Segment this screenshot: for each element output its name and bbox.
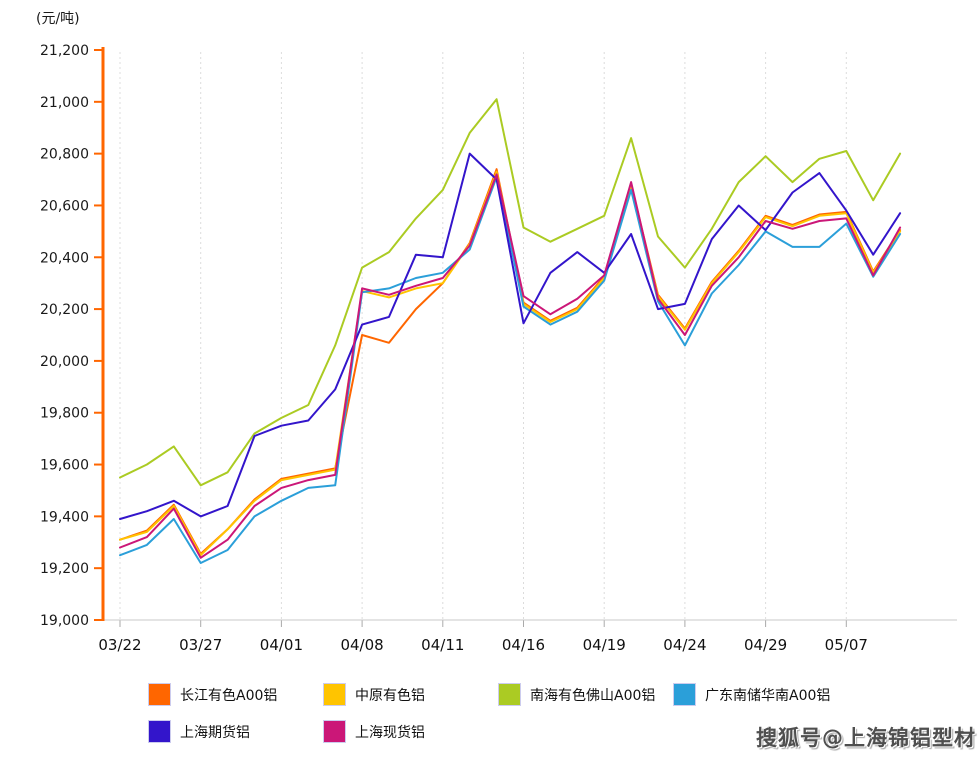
x-axis-label: 05/07 xyxy=(825,636,868,654)
legend-swatch xyxy=(673,683,696,706)
legend-item: 上海期货铝 xyxy=(148,713,323,750)
legend-label: 上海期货铝 xyxy=(180,724,250,741)
legend-item: 南海有色佛山A00铝 xyxy=(498,676,673,713)
legend-item: 上海现货铝 xyxy=(323,713,498,750)
legend-item: 广东南储华南A00铝 xyxy=(673,676,848,713)
y-axis-label: 20,200 xyxy=(40,302,89,318)
x-axis-label: 04/08 xyxy=(340,636,383,654)
series-line xyxy=(119,173,902,559)
legend: 长江有色A00铝 中原有色铝 南海有色佛山A00铝 广东南储华南A00铝上海期货铝 上海… xyxy=(148,676,860,750)
legend-swatch xyxy=(148,683,171,706)
y-axis-label: 20,600 xyxy=(40,198,89,214)
series-line xyxy=(119,170,902,557)
y-axis-label: 19,800 xyxy=(40,406,89,422)
legend-label: 南海有色佛山A00铝 xyxy=(530,687,656,704)
legend-swatch xyxy=(148,720,171,743)
legend-swatch xyxy=(323,720,346,743)
x-axis-label: 03/22 xyxy=(98,636,141,654)
y-axis-label: 20,400 xyxy=(40,250,89,266)
x-axis-label: 04/29 xyxy=(744,636,787,654)
watermark: 搜狐号@上海锦铝型材 xyxy=(756,726,976,750)
y-axis-label: 20,000 xyxy=(40,354,89,370)
series-line xyxy=(119,176,902,564)
legend-label: 中原有色铝 xyxy=(355,687,425,704)
plot-area: 03/22 03/27 04/01 04/08 04/11 04/16 04/19 04/24… xyxy=(40,43,957,654)
legend-swatch xyxy=(323,683,346,706)
x-axis-label: 04/01 xyxy=(260,636,303,654)
legend-swatch xyxy=(498,683,521,706)
y-axis-label: 19,600 xyxy=(40,458,89,474)
y-axis-label: 21,000 xyxy=(40,95,89,111)
y-axis-label: 19,200 xyxy=(40,561,89,577)
series-line xyxy=(119,98,902,487)
x-axis-label: 04/24 xyxy=(663,636,706,654)
y-axis-label: 20,800 xyxy=(40,147,89,163)
legend-label: 长江有色A00铝 xyxy=(180,687,278,704)
x-axis-label: 04/16 xyxy=(502,636,545,654)
y-axis-label: 19,400 xyxy=(40,509,89,525)
legend-label: 上海现货铝 xyxy=(355,724,425,741)
legend-item: 长江有色A00铝 xyxy=(148,676,323,713)
legend-label: 广东南储华南A00铝 xyxy=(705,687,831,704)
series-line xyxy=(119,152,902,520)
y-axis-label: 19,000 xyxy=(40,613,89,629)
y-axis-unit-label: (元/吨) xyxy=(36,11,80,27)
x-axis-label: 04/11 xyxy=(421,636,464,654)
x-axis-label: 04/19 xyxy=(583,636,626,654)
legend-item: 中原有色铝 xyxy=(323,676,498,713)
x-axis-label: 03/27 xyxy=(179,636,222,654)
y-axis-label: 21,200 xyxy=(40,43,89,59)
